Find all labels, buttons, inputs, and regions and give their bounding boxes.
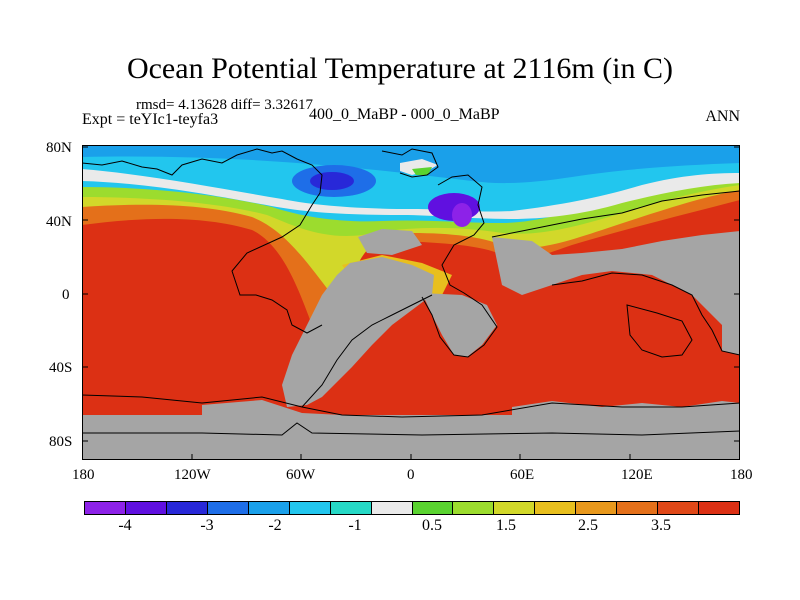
colorbar-label: 1.5	[496, 517, 516, 534]
colorbar-box	[453, 502, 495, 514]
colorbar-label: -4	[118, 517, 132, 534]
colorbar-label: 2.5	[578, 517, 598, 534]
season-label: ANN	[705, 108, 740, 125]
colorbar-box	[576, 502, 618, 514]
colorbar-box	[617, 502, 659, 514]
axis-ticks	[82, 146, 740, 460]
lon-label-60w: 60W	[286, 467, 316, 483]
stats-text: rmsd= 4.13628 diff= 3.32617	[136, 97, 314, 113]
arctic-green-patch	[412, 167, 432, 175]
colorbar-box	[371, 502, 413, 514]
colorbar-box	[412, 502, 454, 514]
lon-label-0: 0	[407, 467, 415, 483]
white-band	[82, 169, 740, 219]
colorbar-box	[85, 502, 126, 514]
colorbar-box	[535, 502, 577, 514]
colorbar-label: 0.5	[422, 517, 442, 534]
land-masses	[82, 229, 740, 460]
colorbar-label: -3	[200, 517, 214, 534]
colorbar-label: -2	[268, 517, 282, 534]
lat-label-40s: 40S	[49, 360, 73, 376]
lon-label-120e: 120E	[621, 467, 653, 483]
colorbar-box	[207, 502, 249, 514]
lon-label-180e: 180	[730, 467, 753, 483]
temperature-map	[82, 145, 740, 460]
lon-label-180w: 180	[72, 467, 95, 483]
colorbar-box	[494, 502, 536, 514]
colorbar-box	[289, 502, 331, 514]
colorbar-box	[330, 502, 372, 514]
colorbar-box	[658, 502, 700, 514]
lat-label-0: 0	[62, 287, 70, 303]
experiment-label: Expt = teYIc1-teyfa3	[82, 111, 219, 128]
colorbar-box	[699, 502, 739, 514]
colorbar-box	[248, 502, 290, 514]
lon-label-60e: 60E	[510, 467, 535, 483]
cold-anomaly-core	[452, 203, 472, 227]
colorbar-box	[166, 502, 208, 514]
chart-title: Ocean Potential Temperature at 2116m (in…	[126, 52, 674, 85]
colorbar-box	[125, 502, 167, 514]
arctic-white-patch	[400, 159, 438, 175]
colorbar-label: -1	[348, 517, 362, 534]
colorbar-label: 3.5	[651, 517, 671, 534]
lat-label-40n: 40N	[46, 214, 72, 230]
colorbar	[84, 501, 740, 515]
comparison-label: 400_0_MaBP - 000_0_MaBP	[309, 106, 500, 123]
lat-label-80n: 80N	[46, 140, 72, 156]
coastlines	[82, 148, 740, 436]
lon-label-120w: 120W	[174, 467, 211, 483]
lat-label-80s: 80S	[49, 434, 73, 450]
cold-anomaly-atlantic	[310, 172, 354, 190]
